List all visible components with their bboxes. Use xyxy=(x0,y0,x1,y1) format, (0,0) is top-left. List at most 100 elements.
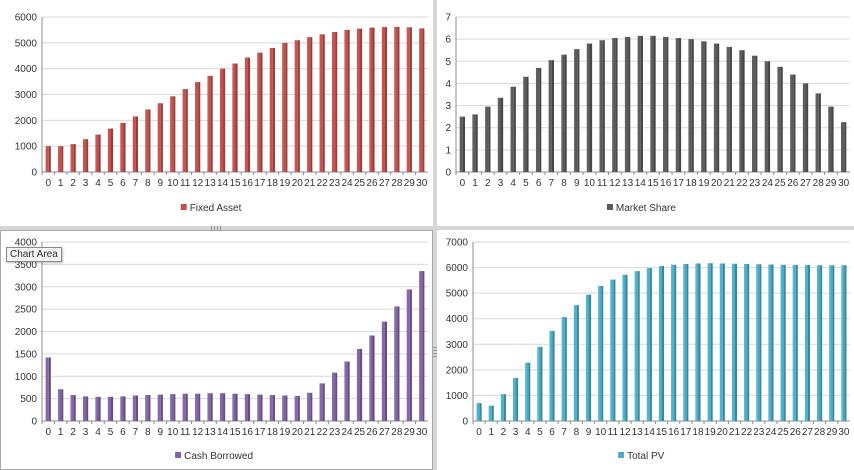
bar-shade xyxy=(272,48,275,172)
horizontal-splitter[interactable] xyxy=(0,226,854,230)
x-tick-label: 1 xyxy=(488,427,494,438)
bar-market-share-25[interactable] xyxy=(777,66,781,172)
bar-fixed-asset-8[interactable] xyxy=(145,109,149,172)
bar-market-share-3[interactable] xyxy=(497,97,502,172)
bar-market-share-29[interactable] xyxy=(828,106,832,172)
x-tick-label: 7 xyxy=(133,178,139,189)
x-tick-label: 11 xyxy=(608,427,619,438)
bar-total-pv-0[interactable] xyxy=(476,403,480,421)
bar-cash-borrowed-6[interactable] xyxy=(120,396,124,421)
bar-highlight xyxy=(158,103,160,172)
bar-total-pv-14[interactable] xyxy=(646,268,650,421)
bar-shade xyxy=(691,39,694,173)
bar-highlight xyxy=(133,116,135,172)
bar-total-pv-6[interactable] xyxy=(549,330,553,421)
bar-market-share-10[interactable] xyxy=(586,43,590,173)
bar-fixed-asset-6[interactable] xyxy=(120,122,124,172)
bar-shade xyxy=(260,394,263,421)
bar-highlight xyxy=(183,393,185,421)
bar-shade xyxy=(48,146,51,172)
bar-total-pv-1[interactable] xyxy=(488,405,492,421)
x-tick-label: 2 xyxy=(70,427,76,438)
x-tick-label: 16 xyxy=(668,427,680,438)
bar-shade xyxy=(285,42,288,173)
bar-shade xyxy=(347,361,350,421)
bar-shade xyxy=(123,122,126,172)
bar-highlight xyxy=(790,74,792,172)
bar-highlight xyxy=(394,306,396,421)
bar-shade xyxy=(422,28,425,172)
bar-highlight xyxy=(83,139,85,172)
bar-shade xyxy=(148,395,151,421)
bar-shade xyxy=(625,274,628,421)
bar-market-share-26[interactable] xyxy=(790,74,794,172)
bar-market-share-16[interactable] xyxy=(663,36,667,172)
bar-market-share-19[interactable] xyxy=(701,41,705,172)
bar-market-share-28[interactable] xyxy=(815,93,819,172)
bar-total-pv-13[interactable] xyxy=(634,271,638,421)
bar-highlight xyxy=(320,383,322,421)
bar-market-share-13[interactable] xyxy=(624,36,629,172)
x-tick-label: 0 xyxy=(45,427,51,438)
bar-highlight xyxy=(133,395,135,421)
bar-shade xyxy=(576,305,579,421)
bar-shade xyxy=(198,82,201,172)
chart-cash-borrowed[interactable]: 0 500 1000 1500 2000 2500 3000 3500 4000 0 1 2 3 4 5 6 7… xyxy=(0,230,433,470)
bar-highlight xyxy=(793,265,795,421)
x-tick-label: 5 xyxy=(523,178,529,189)
bar-total-pv-9[interactable] xyxy=(585,294,590,421)
bar-highlight xyxy=(598,285,600,421)
x-tick-label: 7 xyxy=(133,427,139,438)
y-tick-label: 3000 xyxy=(446,340,469,351)
bar-highlight xyxy=(307,37,309,173)
bar-shade xyxy=(173,96,176,172)
bar-market-share-23[interactable] xyxy=(752,55,756,172)
bar-cash-borrowed-8[interactable] xyxy=(145,395,149,421)
chart-total-pv[interactable]: 0 1000 2000 3000 4000 5000 6000 7000 0 1 2 3 4 5 6 7 8 9 1… xyxy=(437,230,854,470)
y-tick-label: 0 xyxy=(462,417,468,428)
bar-shade xyxy=(637,271,640,421)
bar-total-pv-5[interactable] xyxy=(537,346,541,421)
x-tick-label: 30 xyxy=(838,427,850,438)
bar-total-pv-15[interactable] xyxy=(658,266,663,421)
bar-shade xyxy=(589,43,593,173)
x-tick-label: 7 xyxy=(561,427,567,438)
chart-fixed-asset[interactable]: 0 1000 2000 3000 4000 5000 6000 0 1 2 3 4 5 6 7 8 9 10 11 1… xyxy=(0,0,433,226)
bar-highlight xyxy=(407,27,409,173)
x-tick-label: 27 xyxy=(379,427,391,438)
bar-total-pv-12[interactable] xyxy=(622,274,626,421)
bar-total-pv-26[interactable] xyxy=(792,265,796,421)
bar-shade xyxy=(729,46,732,173)
x-tick-label: 8 xyxy=(574,427,580,438)
chart-market-share[interactable]: 0 1 2 3 4 5 6 7 0 1 2 3 4 5 6 7 8 9 10 11 12 13 14 15 16 17 18 19 20… xyxy=(437,0,854,226)
x-tick-label: 5 xyxy=(108,427,114,438)
bar-highlight xyxy=(720,263,722,421)
bar-shade xyxy=(285,395,288,421)
bar-shade xyxy=(61,389,64,421)
x-tick-label: 21 xyxy=(724,178,736,189)
bar-highlight xyxy=(345,361,347,421)
bar-highlight xyxy=(708,263,710,421)
x-tick-label: 6 xyxy=(120,178,126,189)
bar-market-share-22[interactable] xyxy=(739,50,743,172)
y-tick-label: 1000 xyxy=(15,372,38,383)
bar-shade xyxy=(831,106,834,172)
bar-highlight xyxy=(701,41,703,172)
vertical-splitter[interactable] xyxy=(433,0,437,470)
legend-label-fixed-asset: Fixed Asset xyxy=(190,203,242,214)
bar-total-pv-16[interactable] xyxy=(671,264,675,421)
bar-market-share-0[interactable] xyxy=(459,116,463,172)
bar-highlight xyxy=(781,264,783,421)
bar-total-pv-2[interactable] xyxy=(500,394,504,421)
splitter-grip-icon[interactable] xyxy=(211,226,223,230)
splitter-grip-vertical-icon[interactable] xyxy=(433,345,437,357)
bar-highlight xyxy=(332,372,334,421)
bar-shade xyxy=(640,35,643,173)
x-tick-label: 25 xyxy=(775,178,787,189)
bar-market-share-20[interactable] xyxy=(713,43,718,173)
bar-total-pv-7[interactable] xyxy=(561,317,565,421)
bar-market-share-18[interactable] xyxy=(688,39,692,173)
y-tick-label: 3000 xyxy=(15,282,38,293)
bar-market-share-7[interactable] xyxy=(548,60,552,172)
bar-shade xyxy=(372,27,375,172)
